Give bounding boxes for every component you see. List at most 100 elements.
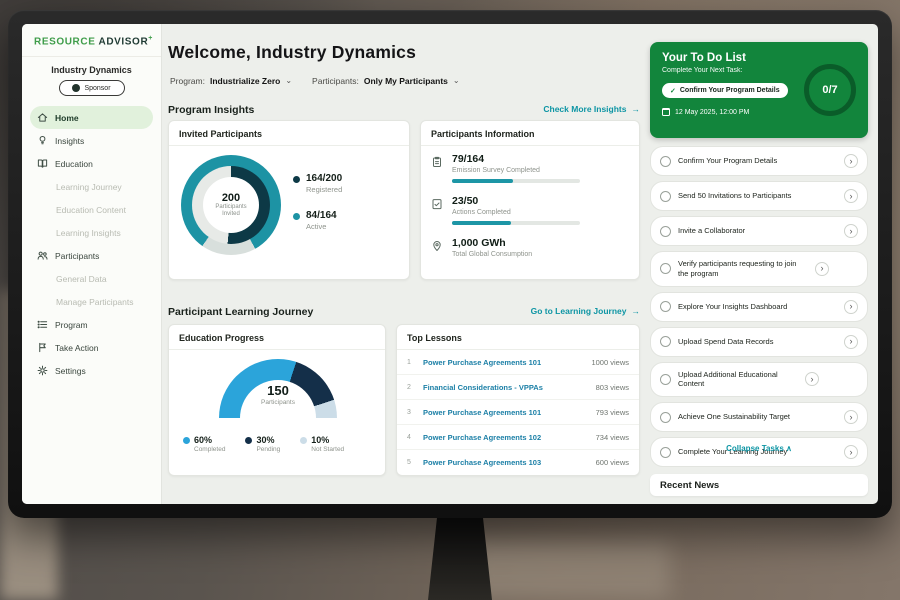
lesson-title-link[interactable]: Financial Considerations - VPPAs <box>423 382 543 392</box>
legend-dot <box>183 436 190 444</box>
sidebar-item-label: Settings <box>55 365 86 376</box>
task-checkbox[interactable] <box>660 225 671 237</box>
card-title: Invited Participants <box>169 121 409 146</box>
link-label: Go to Learning Journey <box>530 306 627 316</box>
sidebar-item-take-action[interactable]: Take Action <box>22 336 161 359</box>
lesson-rank: 3 <box>407 408 411 416</box>
stat-value: 79/164 <box>452 153 485 165</box>
task-label: Complete Your Learning Journey <box>678 447 788 457</box>
donut-inner-ring: 200 Participants Invited <box>192 166 270 244</box>
next-task-pill[interactable]: ✓ Confirm Your Program Details <box>662 83 788 98</box>
chevron-right-icon[interactable]: › <box>805 372 819 387</box>
program-select[interactable]: Program: Industrialize Zero ⌄ <box>170 76 292 86</box>
chevron-right-icon[interactable]: › <box>844 299 858 314</box>
task-row-send-invitations[interactable]: Send 50 Invitations to Participants › <box>650 181 868 211</box>
sidebar-item-label: General Data <box>56 273 107 284</box>
sidebar-item-participants[interactable]: Participants <box>22 244 161 267</box>
chevron-right-icon[interactable]: › <box>844 224 858 238</box>
task-checkbox[interactable] <box>660 411 671 423</box>
task-checkbox[interactable] <box>660 155 671 167</box>
clipboard-icon <box>431 155 444 168</box>
card-title: Education Progress <box>169 325 385 350</box>
monitor-stand <box>428 518 492 600</box>
legend-dot <box>300 436 308 444</box>
task-row-achieve-target[interactable]: Achieve One Sustainability Target › <box>650 402 868 432</box>
chevron-right-icon[interactable]: › <box>844 334 858 349</box>
lesson-row[interactable]: 2 Financial Considerations - VPPAs 803 v… <box>397 375 639 400</box>
chevron-down-icon: ⌄ <box>452 76 460 85</box>
task-label: Invite a Collaborator <box>678 226 746 236</box>
lesson-title-link[interactable]: Power Purchase Agreements 103 <box>423 458 542 467</box>
chevron-down-icon: ⌄ <box>285 76 293 85</box>
legend-label: Active <box>306 222 327 231</box>
stat-label: Actions Completed <box>452 209 511 216</box>
task-checkbox[interactable] <box>660 446 671 458</box>
donut-legend: 164/200 Registered 84/164 Active <box>293 173 342 247</box>
legend-label: Registered <box>306 185 343 194</box>
todo-progress-value: 0/7 <box>822 84 838 96</box>
sponsor-label: Sponsor <box>84 84 111 92</box>
lesson-row[interactable]: 5 Power Purchase Agreements 103 600 view… <box>397 450 639 475</box>
task-row-upload-educational-content[interactable]: Upload Additional Educational Content › <box>650 361 868 397</box>
lesson-title-link[interactable]: Power Purchase Agreements 101 <box>423 357 542 367</box>
sidebar-item-education[interactable]: Education <box>22 152 161 175</box>
go-to-learning-journey-link[interactable]: Go to Learning Journey → <box>531 306 640 316</box>
task-row-upload-spend-data[interactable]: Upload Spend Data Records › <box>650 326 868 357</box>
lesson-row[interactable]: 4 Power Purchase Agreements 102 734 view… <box>397 425 639 450</box>
lesson-title-link[interactable]: Power Purchase Agreements 102 <box>423 432 542 442</box>
task-label: Achieve One Sustainability Target <box>678 412 791 422</box>
invited-participants-card: Invited Participants 200 Participants In… <box>168 120 410 280</box>
lesson-title-link[interactable]: Power Purchase Agreements 101 <box>423 407 542 417</box>
chevron-right-icon[interactable]: › <box>844 154 858 168</box>
task-checkbox[interactable] <box>660 263 671 275</box>
app-logo: RESOURCE ADVISOR+ <box>22 24 161 58</box>
task-row-complete-learning-journey[interactable]: Complete Your Learning Journey › <box>650 437 868 467</box>
lesson-row[interactable]: 3 Power Purchase Agreements 101 793 view… <box>397 400 639 425</box>
task-checkbox[interactable] <box>660 336 671 347</box>
chevron-right-icon[interactable]: › <box>844 189 858 203</box>
participants-select[interactable]: Participants: Only My Participants ⌄ <box>312 76 460 86</box>
legend-label: Completed <box>194 446 226 453</box>
sidebar-item-home[interactable]: Home <box>30 106 153 130</box>
sidebar: RESOURCE ADVISOR+ Industry Dynamics Spon… <box>22 24 162 504</box>
task-row-invite-collaborator[interactable]: Invite a Collaborator › <box>650 216 868 246</box>
check-more-insights-link[interactable]: Check More Insights → <box>543 104 640 114</box>
sponsor-icon <box>72 84 81 93</box>
lesson-row[interactable]: 1 Power Purchase Agreements 101 1000 vie… <box>397 350 639 375</box>
invited-participants-donut-chart: 200 Participants Invited <box>181 155 281 255</box>
task-row-explore-insights[interactable]: Explore Your Insights Dashboard › <box>650 291 868 322</box>
chevron-right-icon[interactable]: › <box>844 445 858 459</box>
gauge-center-value: 150 <box>267 383 289 398</box>
program-value: Industrialize Zero <box>209 76 281 86</box>
sidebar-item-learning-insights[interactable]: Learning Insights <box>22 221 161 244</box>
task-label: Upload Additional Educational Content <box>678 369 778 389</box>
sidebar-item-general-data[interactable]: General Data <box>22 267 161 290</box>
chevron-right-icon[interactable]: › <box>844 410 858 424</box>
link-label: Check More Insights <box>543 104 627 114</box>
top-lessons-card: Top Lessons 1 Power Purchase Agreements … <box>396 324 640 476</box>
filter-bar: Program: Industrialize Zero ⌄ Participan… <box>170 76 460 86</box>
sidebar-item-settings[interactable]: Settings <box>22 359 161 382</box>
task-row-verify-participants[interactable]: Verify participants requesting to join t… <box>650 251 868 287</box>
task-row-confirm-program[interactable]: Confirm Your Program Details › <box>650 146 868 176</box>
program-label: Program: <box>170 76 205 86</box>
task-label: Send 50 Invitations to Participants <box>678 191 792 201</box>
page-title: Welcome, Industry Dynamics <box>168 42 417 62</box>
task-checkbox[interactable] <box>660 190 671 202</box>
collapse-tasks-link[interactable]: Collapse Tasks ∧ <box>650 444 868 453</box>
sidebar-item-manage-participants[interactable]: Manage Participants <box>22 290 161 313</box>
sidebar-item-education-content[interactable]: Education Content <box>22 198 161 221</box>
gauge-center: 150 Participants <box>219 383 337 406</box>
logo-advisor: ADVISOR <box>98 36 149 48</box>
task-checkbox[interactable] <box>660 373 671 385</box>
sidebar-item-label: Program <box>55 319 88 330</box>
sidebar-item-learning-journey[interactable]: Learning Journey <box>22 175 161 198</box>
legend-dot <box>293 176 300 183</box>
sidebar-item-insights[interactable]: Insights <box>22 129 161 152</box>
sidebar-item-program[interactable]: Program <box>22 313 161 336</box>
task-label: Verify participants requesting to join t… <box>678 259 797 278</box>
section-learning-journey: Participant Learning Journey <box>168 306 314 318</box>
chevron-right-icon[interactable]: › <box>815 261 829 276</box>
task-checkbox[interactable] <box>660 301 671 312</box>
card-title: Top Lessons <box>397 325 639 350</box>
